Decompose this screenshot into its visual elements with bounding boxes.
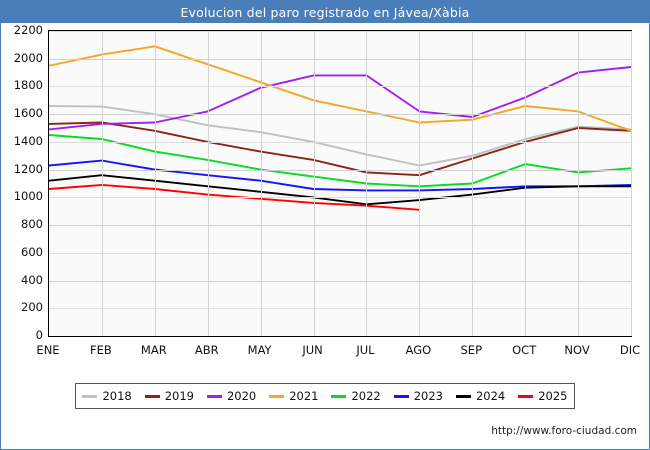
window-title-bar: Evolucion del paro registrado en Jávea/X… [1, 1, 649, 23]
x-axis-tick-label: NOV [564, 343, 590, 357]
y-axis-tick-label: 200 [21, 300, 43, 315]
legend-item-2018[interactable]: 2018 [76, 389, 138, 403]
grid-line-horizontal [49, 86, 631, 88]
legend-label: 2023 [413, 389, 444, 403]
x-axis-tick-label: DIC [619, 343, 641, 357]
grid-line-vertical [631, 31, 632, 336]
x-axis-tick-label: AGO [405, 343, 432, 357]
grid-line-horizontal [49, 169, 631, 171]
legend-swatch-icon [518, 394, 534, 398]
legend-item-2024[interactable]: 2024 [450, 389, 512, 403]
legend-swatch-icon [393, 394, 409, 398]
y-axis-tick-label: 800 [21, 217, 43, 232]
series-line-2019 [49, 121, 631, 177]
series-line-2023 [49, 159, 631, 192]
legend-swatch-icon [455, 394, 471, 398]
legend-label: 2022 [351, 389, 381, 403]
x-axis-tick-label: SEP [460, 343, 483, 357]
x-axis-tick-label: MAR [140, 343, 167, 357]
source-url: http://www.foro-ciudad.com [491, 425, 637, 437]
page-title: Evolucion del paro registrado en Jávea/X… [180, 4, 470, 20]
grid-line-horizontal [49, 252, 631, 254]
grid-line-vertical [154, 31, 156, 336]
legend-swatch-icon [269, 394, 285, 398]
grid-line-horizontal [49, 280, 631, 282]
x-axis-tick-label: ABR [194, 343, 219, 357]
y-axis-tick-label: 2200 [13, 23, 43, 37]
grid-line-vertical [313, 31, 315, 336]
y-axis-tick-label: 1200 [13, 161, 43, 176]
y-axis-tick-label: 0 [35, 328, 43, 342]
legend-item-2023[interactable]: 2023 [387, 389, 449, 403]
legend-swatch-icon [144, 394, 160, 398]
grid-line-horizontal [49, 31, 631, 32]
legend-label: 2021 [289, 389, 319, 403]
grid-line-horizontal [49, 58, 631, 60]
y-axis-tick-label: 600 [21, 244, 43, 259]
series-line-2021 [49, 45, 631, 132]
legend-label: 2024 [475, 389, 506, 403]
y-axis-tick-label: 1000 [13, 189, 43, 204]
grid-line-vertical [525, 31, 527, 336]
series-line-2024 [49, 174, 631, 206]
y-axis-labels: 0 200 400 600 800 1000 1200 1400 1600 1800 2000 220… [1, 23, 649, 363]
y-axis-tick-label: 1800 [13, 78, 43, 93]
grid-line-vertical [419, 31, 421, 336]
grid-line-vertical [207, 31, 209, 336]
legend-item-2021[interactable]: 2021 [263, 389, 325, 403]
legend-swatch-icon [206, 394, 222, 398]
grid-line-horizontal [49, 114, 631, 116]
series-line-2025 [49, 183, 421, 211]
legend-swatch-icon [82, 394, 98, 398]
legend-swatch-icon [331, 394, 347, 398]
chart-container: 0 200 400 600 800 1000 1200 1400 1600 1800 2000 220… [1, 23, 649, 363]
x-axis-tick-label: JUL [356, 343, 375, 357]
legend-label: 2018 [102, 389, 132, 403]
series-line-2022 [49, 134, 631, 188]
y-axis-tick-label: 2000 [13, 50, 43, 65]
series-lines [49, 45, 631, 211]
y-axis-tick-label: 1400 [13, 133, 43, 148]
x-axis-tick-label: FEB [90, 343, 112, 357]
x-axis-tick-label: OCT [512, 343, 537, 357]
legend-item-2025[interactable]: 2025 [512, 389, 574, 403]
grid-line-horizontal [49, 141, 631, 143]
y-axis-tick-label: 400 [21, 272, 43, 287]
grid-line-vertical [101, 31, 103, 336]
chart-legend: 2018 2019 2020 2021 2022 2023 2024 2025 [75, 383, 575, 409]
legend-item-2022[interactable]: 2022 [325, 389, 387, 403]
grid-line-vertical [260, 31, 262, 336]
grid-line-horizontal [49, 225, 631, 227]
grid-line-vertical [366, 31, 368, 336]
grid-line-horizontal [49, 197, 631, 199]
series-line-2018 [49, 104, 631, 167]
x-axis-tick-label: JUN [302, 343, 323, 357]
legend-item-2019[interactable]: 2019 [138, 389, 200, 403]
x-axis-tick-label: MAY [247, 343, 272, 357]
legend-label: 2025 [538, 389, 568, 403]
legend-label: 2020 [226, 389, 257, 403]
x-axis-tick-label: ENE [36, 343, 60, 357]
grid-line-vertical [472, 31, 474, 336]
y-axis-tick-label: 1600 [13, 106, 43, 121]
series-line-2020 [49, 66, 631, 131]
grid-line-vertical [578, 31, 580, 336]
legend-item-2020[interactable]: 2020 [201, 389, 263, 403]
grid-line-horizontal [49, 308, 631, 310]
plot-area [48, 30, 632, 337]
legend-label: 2019 [164, 389, 195, 403]
